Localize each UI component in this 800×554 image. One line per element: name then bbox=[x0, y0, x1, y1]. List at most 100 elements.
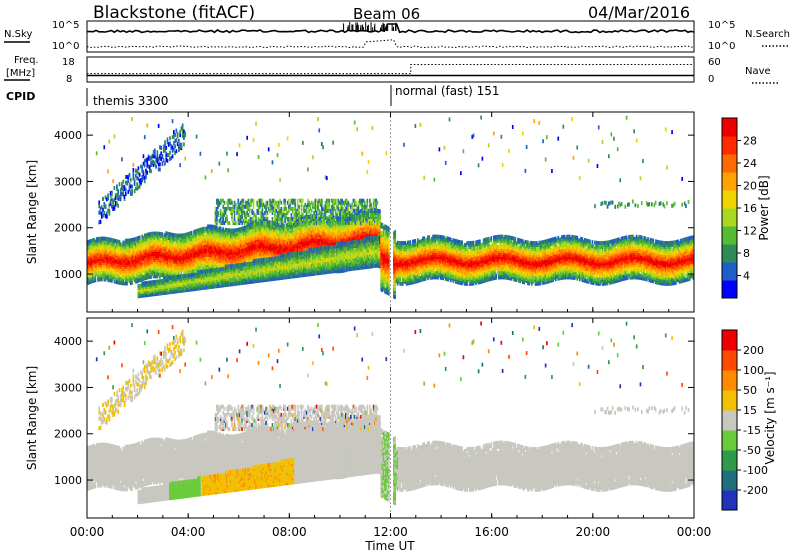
power-cell bbox=[151, 250, 154, 255]
power-cell bbox=[137, 238, 140, 243]
power-cell bbox=[151, 264, 154, 269]
power-cell bbox=[146, 280, 149, 285]
power-cell bbox=[102, 244, 104, 249]
power-cell bbox=[118, 258, 121, 263]
power-cell bbox=[142, 287, 145, 292]
power-cell bbox=[111, 252, 113, 257]
power-cell bbox=[111, 264, 113, 269]
power-cell bbox=[117, 196, 120, 201]
power-cell bbox=[151, 292, 154, 297]
power-cell bbox=[111, 258, 113, 263]
power-cell bbox=[156, 253, 159, 258]
power-cell bbox=[88, 239, 90, 244]
power-cell bbox=[122, 258, 125, 263]
power-cell bbox=[138, 247, 141, 252]
power-cell bbox=[103, 252, 106, 257]
power-cell bbox=[146, 157, 149, 162]
power-cell bbox=[140, 265, 142, 270]
power-cell bbox=[95, 247, 98, 252]
power-cell bbox=[118, 260, 121, 265]
power-cell bbox=[111, 238, 113, 243]
power-cell bbox=[111, 240, 113, 245]
power-cell bbox=[94, 255, 97, 260]
power-cell bbox=[154, 243, 156, 248]
power-cell bbox=[127, 263, 130, 268]
power-cell bbox=[128, 256, 131, 261]
power-cell bbox=[171, 154, 174, 159]
power-cell bbox=[129, 244, 132, 249]
power-cell bbox=[107, 237, 109, 242]
power-cell bbox=[126, 277, 128, 282]
power-cell bbox=[252, 198, 255, 203]
power-cell bbox=[118, 272, 121, 277]
station-title: Blackstone (fitACF) bbox=[93, 3, 255, 23]
power-cell bbox=[133, 189, 136, 194]
power-cell bbox=[93, 248, 95, 253]
power-cell bbox=[87, 248, 89, 253]
power-cell bbox=[92, 279, 94, 284]
power-cell bbox=[90, 269, 93, 274]
power-cell bbox=[137, 250, 140, 255]
power-cell bbox=[108, 261, 111, 266]
power-cell bbox=[129, 177, 132, 182]
power-cell bbox=[128, 182, 131, 187]
power-cell bbox=[129, 266, 132, 271]
power-cell bbox=[87, 272, 89, 277]
power-cell bbox=[141, 261, 144, 266]
power-cell bbox=[126, 269, 128, 274]
power-cell bbox=[102, 271, 104, 276]
power-cell bbox=[143, 175, 146, 180]
power-cell bbox=[143, 258, 146, 263]
power-cell bbox=[112, 242, 114, 247]
power-cell bbox=[117, 255, 120, 260]
power-cell bbox=[88, 274, 90, 279]
power-cell bbox=[103, 145, 106, 150]
power-cell bbox=[146, 255, 149, 260]
power-cell bbox=[93, 252, 95, 257]
cpid-panel: CPID themis 3300 normal (fast) 151 bbox=[6, 84, 499, 108]
power-cell bbox=[100, 244, 103, 249]
power-cell bbox=[105, 236, 108, 241]
power-cell bbox=[150, 252, 152, 257]
power-cell bbox=[107, 241, 109, 246]
power-cell bbox=[129, 276, 132, 281]
power-cell bbox=[94, 278, 97, 283]
power-cell bbox=[88, 262, 90, 267]
power-cell bbox=[124, 275, 127, 280]
power-cell bbox=[152, 258, 155, 263]
power-cell bbox=[92, 244, 94, 249]
power-cell bbox=[154, 262, 156, 267]
power-cell bbox=[131, 248, 133, 253]
power-cell bbox=[143, 241, 146, 246]
power-cell bbox=[132, 251, 135, 256]
power-cell bbox=[146, 123, 149, 128]
power-cell bbox=[121, 186, 123, 191]
power-cell bbox=[117, 203, 120, 208]
power-cell bbox=[143, 135, 146, 140]
power-cell bbox=[122, 240, 125, 245]
power-cell bbox=[87, 260, 89, 265]
power-cell bbox=[98, 259, 101, 264]
power-cell bbox=[111, 248, 113, 253]
power-cell bbox=[129, 250, 132, 255]
power-cell bbox=[113, 134, 116, 139]
power-cell bbox=[164, 140, 166, 145]
power-cell bbox=[155, 239, 157, 244]
power-cell bbox=[114, 271, 117, 276]
power-cell bbox=[100, 275, 103, 280]
power-cell bbox=[133, 255, 136, 260]
power-cell bbox=[118, 248, 121, 253]
power-cell bbox=[108, 257, 111, 262]
power-cell bbox=[142, 242, 145, 247]
power-cell bbox=[88, 243, 90, 248]
power-cell bbox=[142, 281, 145, 286]
power-cell bbox=[124, 267, 127, 272]
power-cell bbox=[140, 267, 142, 272]
power-cell bbox=[117, 191, 120, 196]
power-cell bbox=[133, 245, 136, 250]
power-cell bbox=[131, 262, 133, 267]
power-cell bbox=[146, 240, 149, 245]
power-cell bbox=[179, 163, 181, 168]
power-cell bbox=[150, 280, 152, 285]
